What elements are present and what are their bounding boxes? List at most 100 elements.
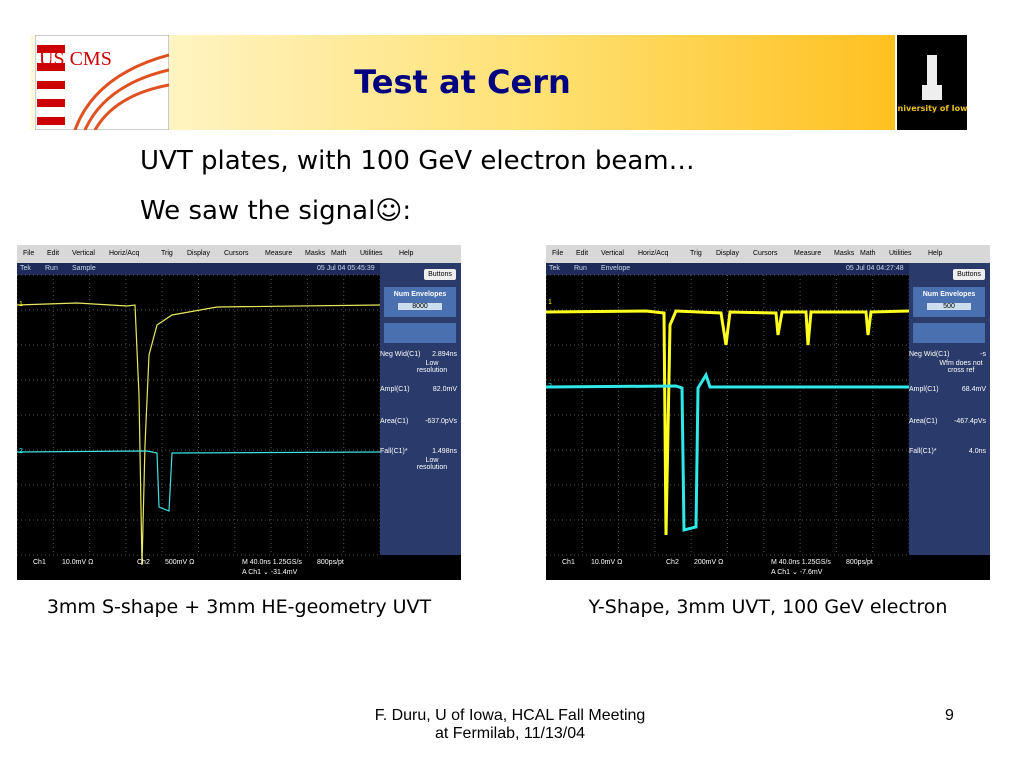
menu-item: Math xyxy=(860,250,876,257)
measurement-value: -467.4pVs xyxy=(954,418,986,425)
measurement-value: 4.0ns xyxy=(968,448,986,455)
measurement-label: Ampl(C1) xyxy=(909,386,939,393)
menu-item: File xyxy=(23,250,35,257)
menu-item: Help xyxy=(399,250,414,257)
panel-button: Buttons xyxy=(953,269,985,280)
oscilloscope-screenshot: File Edit Vertical Horiz/Acq Trig Display Curs… xyxy=(546,245,990,580)
figure-caption: 3mm S-shape + 3mm HE-geometry UVT xyxy=(46,596,432,618)
iowa-logo: University of Iowa xyxy=(897,35,967,130)
panel-value: 8000 xyxy=(398,303,442,310)
menu-item: Trig xyxy=(161,250,173,257)
panel-box: Num Envelopes 500 xyxy=(913,287,985,317)
page-number: 9 xyxy=(945,707,954,724)
menu-bar: File Edit Vertical Horiz/Acq Trig Display Curs… xyxy=(546,245,990,263)
panel-button: Buttons xyxy=(424,269,456,280)
channel-marker: 1 xyxy=(19,301,23,308)
measurement-value: -s xyxy=(980,351,986,358)
measurement-label: Neg Wid(C1) xyxy=(380,351,421,358)
menu-item: Math xyxy=(331,250,347,257)
measurement-value: 82.0mV xyxy=(432,386,457,393)
footer-text: F. Duru, U of Iowa, HCAL Fall Meeting at… xyxy=(374,707,646,742)
status-text: 05 Jul 04 04:27:48 xyxy=(846,265,904,272)
status-text: Sample xyxy=(72,265,96,272)
status-text: Tek xyxy=(20,265,31,272)
readout-text: A Ch1 ⌄ -7.6mV xyxy=(771,569,823,576)
menu-item: Measure xyxy=(794,250,822,257)
measurement-value: 68.4mV xyxy=(961,386,986,393)
menu-item: Help xyxy=(928,250,943,257)
body-line: UVT plates, with 100 GeV electron beam… xyxy=(140,146,695,176)
readout-text: 200mV Ω xyxy=(694,559,724,566)
measurement-label: Fall(C1)* xyxy=(380,448,408,455)
menu-item: Edit xyxy=(47,250,60,257)
measurement-label: Neg Wid(C1) xyxy=(909,351,950,358)
slide-title: Test at Cern xyxy=(354,63,571,101)
side-panel: Buttons Num Envelopes 500 Neg Wid(C1) -s Wfm … xyxy=(909,263,990,555)
readout-text: A Ch1 ⌄ -31.4mV xyxy=(242,569,298,576)
panel-value: 500 xyxy=(927,303,971,310)
measurement-note: Low resolution xyxy=(416,457,448,471)
channel-marker: 2 xyxy=(19,448,23,455)
menu-item: Utilities xyxy=(360,250,383,257)
panel-blank xyxy=(913,323,985,343)
status-text: Tek xyxy=(549,265,560,272)
menu-item: Cursors xyxy=(753,250,778,257)
menu-item: Masks xyxy=(305,250,326,257)
readout-text: 800ps/pt xyxy=(317,559,344,566)
channel-marker: 1 xyxy=(548,299,552,306)
side-panel: Buttons Num Envelopes 8000 Neg Wid(C1) 2.894… xyxy=(380,263,461,555)
logo-text: US CMS xyxy=(39,48,112,70)
menu-item: Horiz/Acq xyxy=(109,250,140,257)
status-text: Envelope xyxy=(601,265,631,272)
status-text: Run xyxy=(45,265,58,272)
readout-text: Ch1 xyxy=(33,559,46,566)
readout-text: Ch1 xyxy=(562,559,575,566)
oscilloscope-screenshot: File Edit Vertical Horiz/Acq Trig Display Curs… xyxy=(17,245,461,580)
status-bar: Tek Run Sample 05 Jul 04 05:45:39 xyxy=(17,263,380,275)
readout-text: 800ps/pt xyxy=(846,559,873,566)
measurement-value: 2.894ns xyxy=(432,351,457,358)
waveform-display xyxy=(546,274,909,556)
menu-item: Utilities xyxy=(889,250,912,257)
figure-caption: Y-Shape, 3mm UVT, 100 GeV electron xyxy=(588,596,948,618)
measurement-label: Area(C1) xyxy=(380,418,409,425)
menu-item: Horiz/Acq xyxy=(638,250,669,257)
panel-title: Num Envelopes xyxy=(393,291,447,298)
menu-item: Vertical xyxy=(72,250,95,257)
uscms-logo: US CMS xyxy=(35,35,169,130)
title-banner: Test at Cern xyxy=(30,35,895,130)
readout-text: Ch2 xyxy=(137,559,150,566)
logo-text: University of Iowa xyxy=(897,104,967,113)
status-text: 05 Jul 04 05:45:39 xyxy=(317,265,375,272)
body-line: We saw the signal☺: xyxy=(140,196,412,226)
status-bar: Tek Run Envelope 05 Jul 04 04:27:48 xyxy=(546,263,909,275)
menu-item: Cursors xyxy=(224,250,249,257)
menu-item: Display xyxy=(187,250,210,257)
status-text: Run xyxy=(574,265,587,272)
menu-bar: File Edit Vertical Horiz/Acq Trig Display Curs… xyxy=(17,245,461,263)
readout-text: 500mV Ω xyxy=(165,559,195,566)
readout-text: M 40.0ns 1.25GS/s xyxy=(771,559,831,566)
readout-text: 10.0mV Ω xyxy=(62,559,94,566)
channel-marker: 2 xyxy=(548,383,552,390)
menu-item: Edit xyxy=(576,250,589,257)
menu-item: Display xyxy=(716,250,739,257)
readout-text: 10.0mV Ω xyxy=(591,559,623,566)
measurement-label: Ampl(C1) xyxy=(380,386,410,393)
panel-blank xyxy=(384,323,456,343)
menu-item: Trig xyxy=(690,250,702,257)
measurement-value: 1.498ns xyxy=(432,448,457,455)
measurement-label: Fall(C1)* xyxy=(909,448,937,455)
measurement-value: -637.0pVs xyxy=(425,418,457,425)
panel-title: Num Envelopes xyxy=(922,291,976,298)
measurement-note: Wfm does not cross ref xyxy=(939,360,983,374)
menu-item: Vertical xyxy=(601,250,624,257)
menu-item: File xyxy=(552,250,564,257)
panel-box: Num Envelopes 8000 xyxy=(384,287,456,317)
measurement-label: Area(C1) xyxy=(909,418,938,425)
menu-item: Measure xyxy=(265,250,293,257)
readout-text: Ch2 xyxy=(666,559,679,566)
measurement-note: Low resolution xyxy=(416,360,448,374)
menu-item: Masks xyxy=(834,250,855,257)
